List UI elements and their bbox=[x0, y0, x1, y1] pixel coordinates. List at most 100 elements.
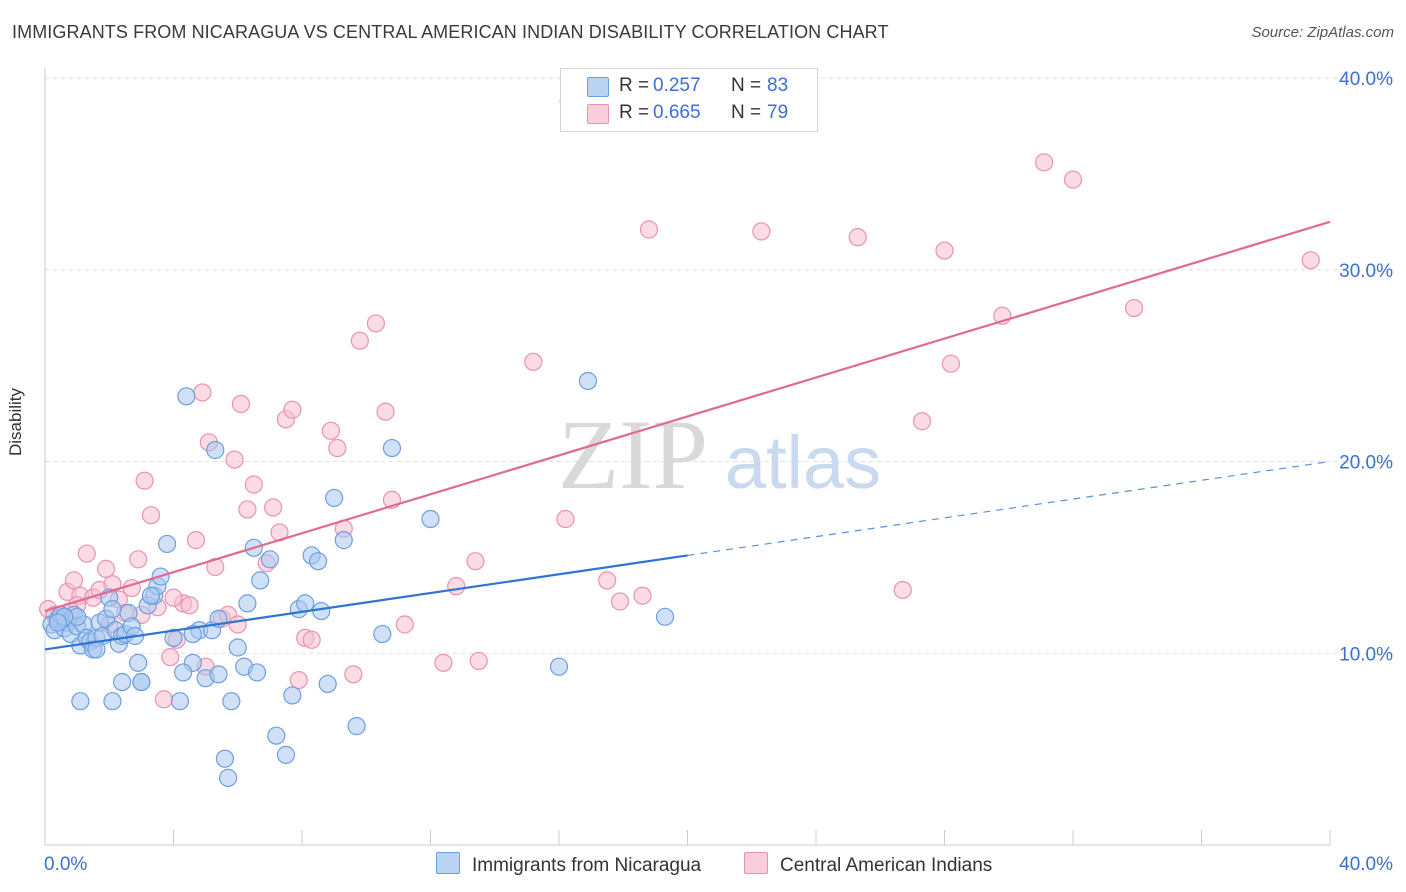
data-point-nicaragua bbox=[174, 663, 193, 682]
data-point-nicaragua bbox=[71, 692, 90, 711]
data-point-nicaragua bbox=[112, 672, 132, 692]
data-point-central-american-indians bbox=[466, 552, 485, 571]
data-point-central-american-indians bbox=[366, 314, 385, 333]
data-point-nicaragua bbox=[215, 749, 234, 768]
data-point-nicaragua bbox=[421, 509, 440, 529]
data-point-central-american-indians bbox=[376, 402, 395, 421]
data-point-nicaragua bbox=[132, 672, 151, 692]
data-point-central-american-indians bbox=[302, 630, 321, 649]
data-point-central-american-indians bbox=[1063, 170, 1083, 189]
data-point-central-american-indians bbox=[434, 653, 453, 672]
data-point-nicaragua bbox=[334, 531, 353, 550]
legend-r-label: R = bbox=[619, 102, 650, 123]
x-tick-label-min: 0.0% bbox=[44, 854, 87, 875]
data-point-central-american-indians bbox=[283, 400, 302, 419]
data-point-nicaragua bbox=[260, 550, 279, 569]
data-point-nicaragua bbox=[141, 586, 161, 605]
legend-r-value-blue: 0.257 bbox=[653, 75, 701, 96]
data-point-nicaragua bbox=[308, 552, 328, 571]
data-point-central-american-indians bbox=[912, 412, 932, 431]
data-point-central-american-indians bbox=[1034, 153, 1054, 172]
data-point-central-american-indians bbox=[524, 352, 543, 371]
bottom-legend-swatch-pink bbox=[744, 852, 768, 874]
data-point-central-american-indians bbox=[893, 580, 912, 600]
data-point-central-american-indians bbox=[164, 588, 183, 607]
data-point-central-american-indians bbox=[77, 544, 96, 563]
data-point-central-american-indians bbox=[848, 228, 867, 247]
data-point-nicaragua bbox=[325, 488, 344, 508]
data-point-central-american-indians bbox=[193, 383, 212, 402]
data-point-central-american-indians bbox=[941, 354, 961, 373]
y-axis-label: Disability bbox=[6, 387, 25, 456]
bottom-legend-label-nicaragua: Immigrants from Nicaragua bbox=[472, 855, 702, 876]
data-point-central-american-indians bbox=[328, 438, 347, 458]
data-point-central-american-indians bbox=[639, 220, 659, 239]
bottom-legend-item-central-american-indians[interactable]: Central American Indians bbox=[744, 852, 992, 877]
legend-n-label: N = bbox=[731, 102, 762, 123]
data-point-nicaragua bbox=[247, 663, 267, 682]
data-point-nicaragua bbox=[228, 638, 247, 657]
data-point-nicaragua bbox=[382, 438, 402, 458]
x-tick-label-max: 40.0% bbox=[1339, 854, 1393, 875]
data-point-central-american-indians bbox=[598, 571, 617, 590]
legend-r-value-pink: 0.665 bbox=[653, 102, 701, 123]
y-tick-label: 10.0% bbox=[1339, 644, 1393, 665]
data-point-nicaragua bbox=[170, 692, 190, 711]
data-point-nicaragua bbox=[283, 686, 302, 705]
data-point-nicaragua bbox=[209, 665, 228, 684]
data-point-central-american-indians bbox=[321, 421, 341, 440]
data-point-central-american-indians bbox=[556, 509, 575, 529]
data-point-central-american-indians bbox=[1124, 299, 1144, 318]
trend-line-central-american-indians bbox=[44, 220, 1331, 613]
data-point-central-american-indians bbox=[263, 498, 283, 517]
legend-n-label: N = bbox=[731, 75, 762, 96]
data-point-central-american-indians bbox=[1301, 251, 1320, 270]
chart-title: IMMIGRANTS FROM NICARAGUA VS CENTRAL AME… bbox=[12, 22, 889, 42]
bottom-legend-item-nicaragua[interactable]: Immigrants from Nicaragua bbox=[436, 852, 701, 877]
data-point-central-american-indians bbox=[395, 615, 414, 634]
watermark-atlas: atlas bbox=[725, 421, 881, 504]
data-point-nicaragua bbox=[318, 674, 337, 694]
data-point-central-american-indians bbox=[228, 615, 247, 634]
data-point-central-american-indians bbox=[129, 550, 148, 569]
data-point-nicaragua bbox=[347, 717, 366, 736]
data-point-central-american-indians bbox=[935, 241, 954, 260]
y-tick-label: 30.0% bbox=[1339, 261, 1393, 282]
data-point-nicaragua bbox=[267, 726, 286, 745]
data-point-central-american-indians bbox=[469, 651, 488, 671]
data-point-central-american-indians bbox=[289, 670, 308, 690]
correlation-legend: R = 0.257 N = 83 R = 0.665 N = 79 bbox=[560, 68, 818, 132]
data-point-nicaragua bbox=[578, 371, 598, 391]
gridlines bbox=[45, 77, 1393, 654]
data-point-central-american-indians bbox=[633, 586, 652, 605]
bottom-legend-label-central-american-indians: Central American Indians bbox=[780, 855, 993, 876]
data-point-nicaragua bbox=[373, 624, 392, 644]
data-point-central-american-indians bbox=[135, 471, 154, 490]
data-point-nicaragua bbox=[129, 653, 148, 672]
data-point-nicaragua bbox=[238, 594, 257, 613]
legend-swatch-blue bbox=[587, 77, 609, 97]
axes bbox=[44, 68, 1331, 846]
y-tick-label: 20.0% bbox=[1339, 453, 1393, 474]
data-point-nicaragua bbox=[296, 594, 315, 613]
data-point-central-american-indians bbox=[610, 592, 630, 611]
data-point-nicaragua bbox=[222, 692, 241, 711]
data-point-nicaragua bbox=[219, 768, 238, 787]
trend-line-nicaragua-extension bbox=[687, 460, 1331, 557]
data-point-nicaragua bbox=[177, 387, 196, 406]
legend-swatch-pink bbox=[587, 104, 609, 124]
watermark: ZIP atlas bbox=[558, 399, 881, 510]
watermark-zip: ZIP bbox=[558, 399, 708, 510]
legend-n-value-blue: 83 bbox=[767, 75, 789, 96]
data-point-nicaragua bbox=[251, 571, 270, 590]
data-point-nicaragua bbox=[183, 624, 202, 644]
bottom-legend-swatch-blue bbox=[436, 852, 460, 874]
tick-labels: 10.0% 20.0% 30.0% 40.0% 0.0% 40.0% bbox=[44, 69, 1393, 875]
chart-source: Source: ZipAtlas.com bbox=[1251, 24, 1394, 41]
data-point-nicaragua bbox=[549, 657, 569, 676]
data-point-central-american-indians bbox=[225, 450, 244, 469]
data-point-central-american-indians bbox=[238, 500, 257, 519]
data-point-nicaragua bbox=[48, 613, 67, 632]
data-point-nicaragua bbox=[164, 628, 183, 648]
